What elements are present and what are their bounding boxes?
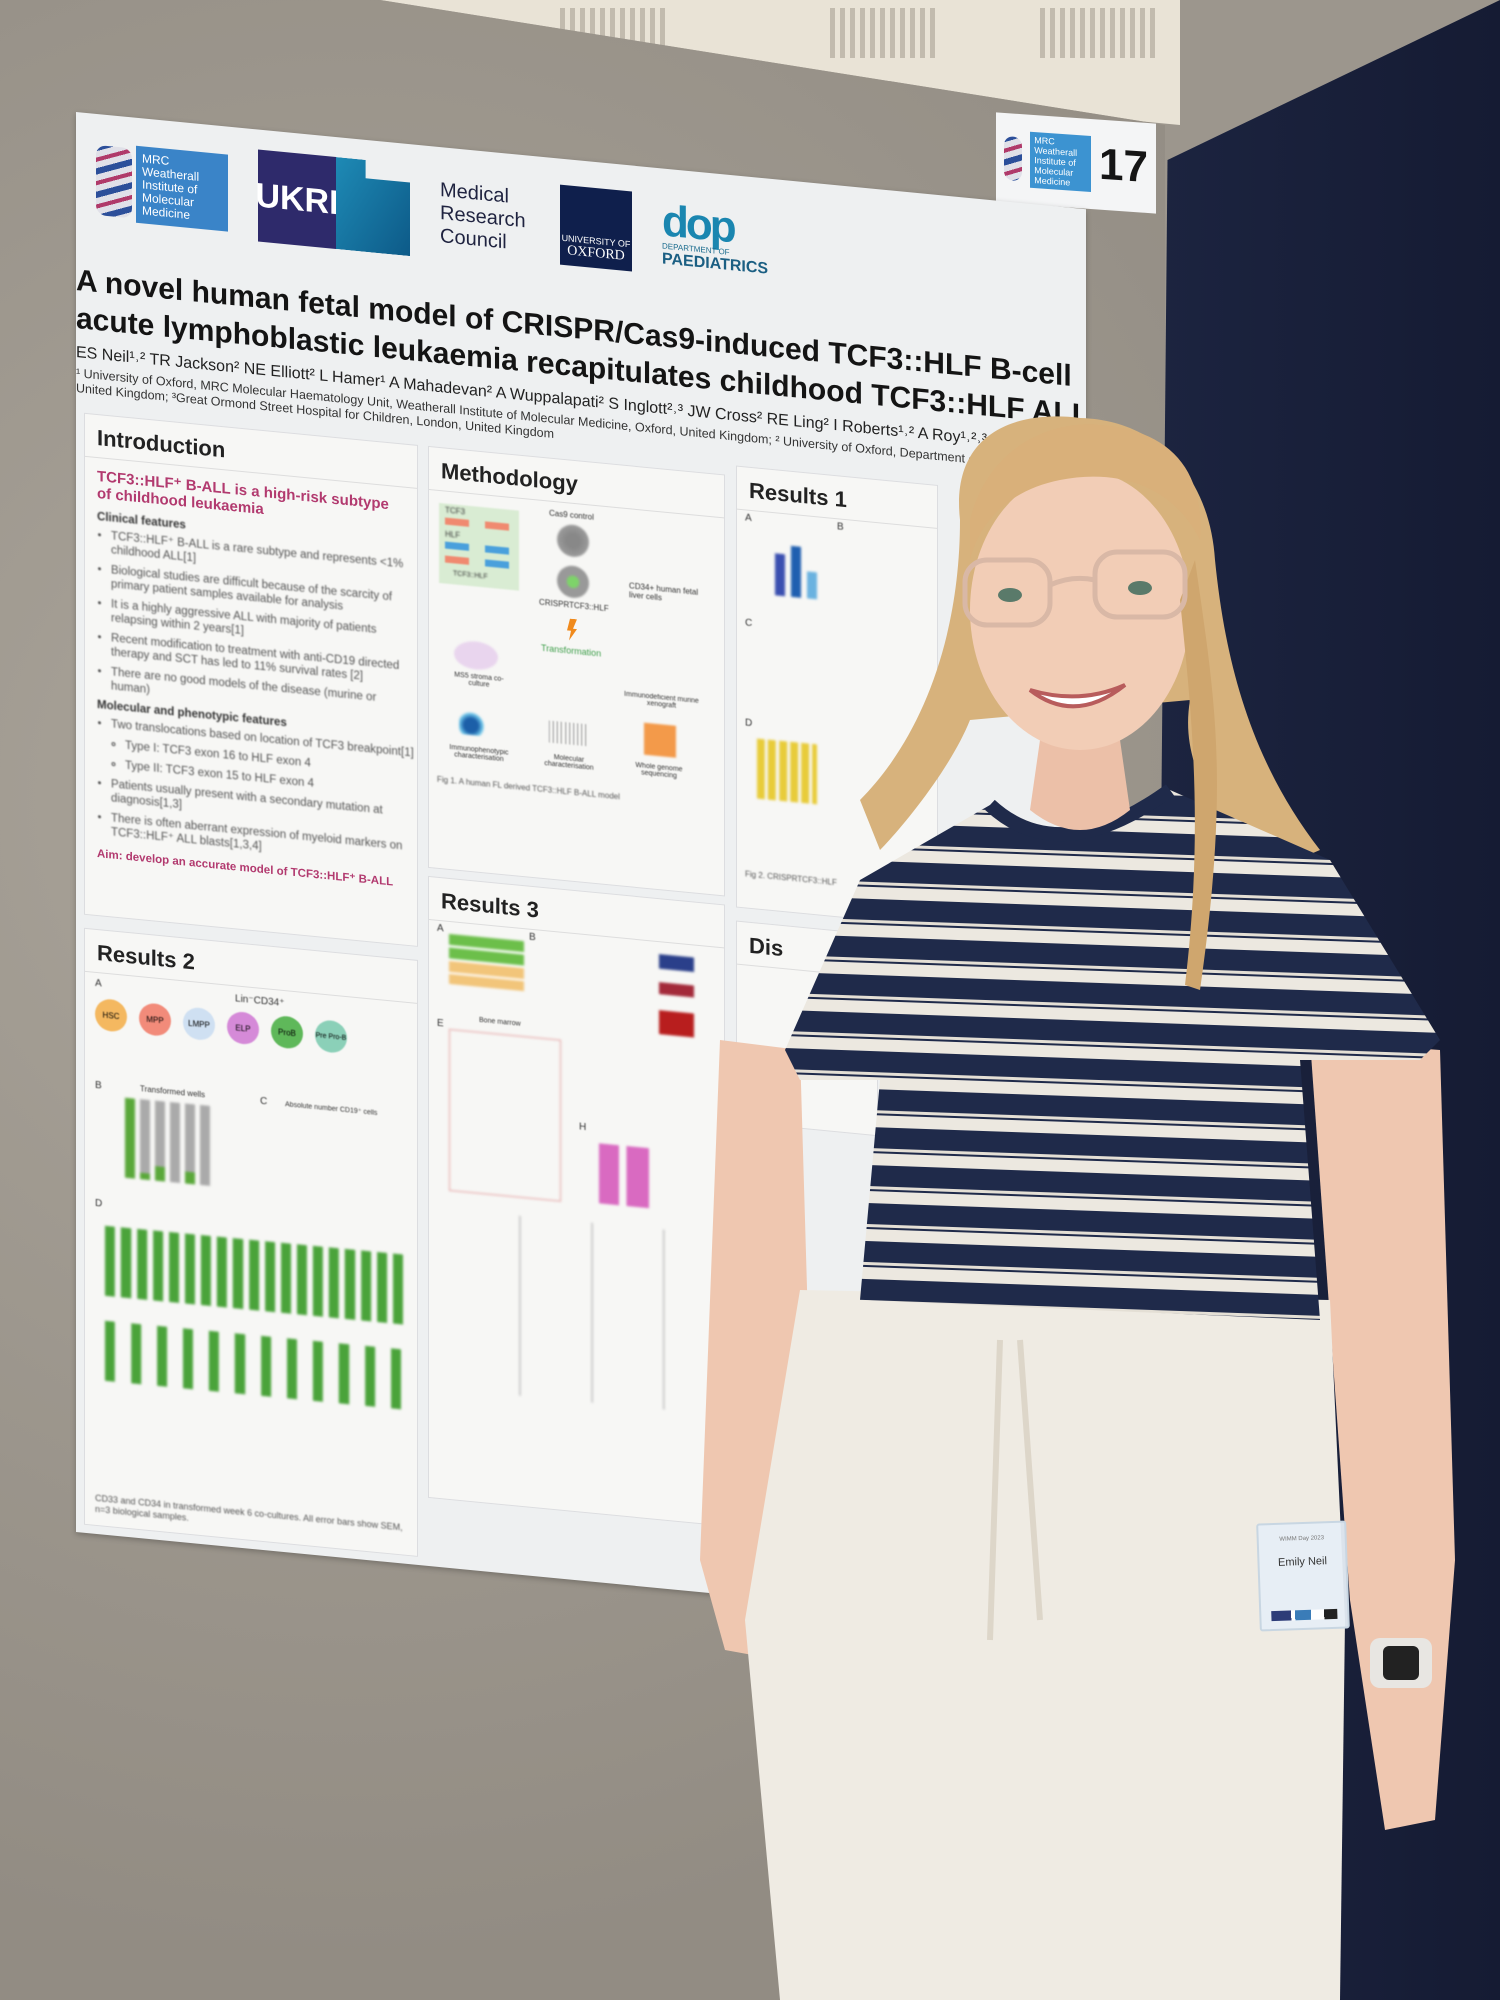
ceiling-vent bbox=[1040, 8, 1160, 58]
face bbox=[970, 470, 1190, 750]
name-badge: WIMM Day 2023 Emily Neil bbox=[1256, 1520, 1350, 1632]
badge-name: Emily Neil bbox=[1277, 1555, 1328, 1569]
white-trousers bbox=[745, 1290, 1345, 2000]
glasses-icon bbox=[962, 549, 1188, 628]
right-arm bbox=[1310, 1040, 1455, 1830]
striped-tshirt bbox=[785, 790, 1440, 1320]
poster-text: WIMM Day 2023 bbox=[1279, 1535, 1325, 1543]
badge-logos bbox=[1271, 1608, 1338, 1622]
ceiling-vent bbox=[830, 8, 940, 58]
